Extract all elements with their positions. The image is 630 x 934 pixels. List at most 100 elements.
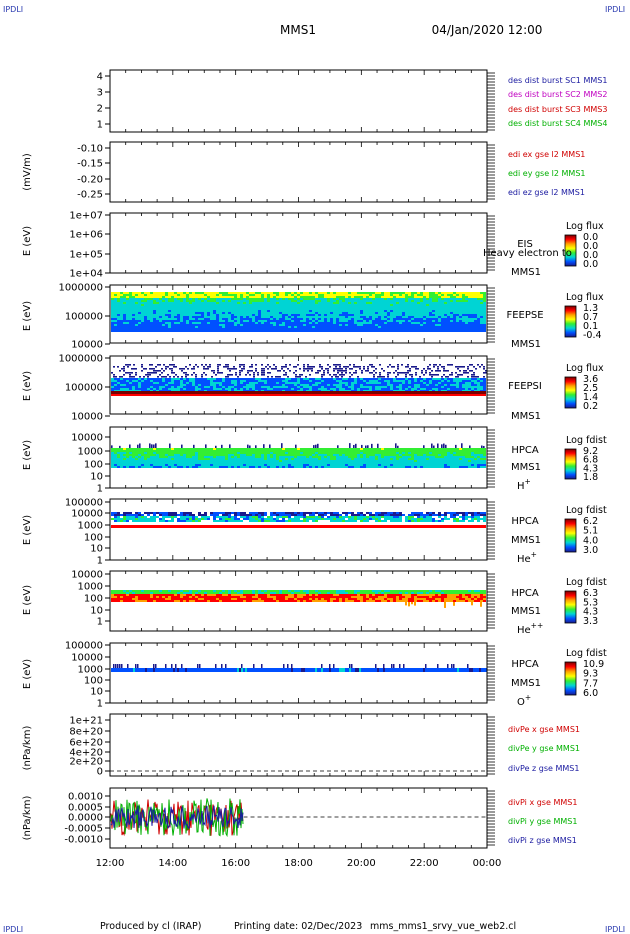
instrument-label: FEEPSE bbox=[506, 310, 543, 321]
species-label: He++ bbox=[517, 621, 543, 636]
spacecraft-label: MMS1 bbox=[511, 339, 541, 350]
legend-entry: divPi y gse MMS1 bbox=[508, 817, 577, 826]
colorbar-title: Log flux bbox=[566, 292, 604, 303]
legend-entry: edi ez gse l2 MMS1 bbox=[508, 188, 585, 197]
time-tick-label: 00:00 bbox=[473, 858, 502, 869]
colorbar-tick: 9.3 bbox=[583, 669, 598, 680]
ytick-label: 1 bbox=[97, 484, 103, 495]
ytick-label: 1000000 bbox=[58, 354, 103, 365]
legend-entry: des dist burst SC4 MMS4 bbox=[508, 119, 607, 128]
colorbar-title: Log fdist bbox=[566, 577, 607, 588]
y-axis-label: E (eV) bbox=[22, 226, 33, 256]
feeps-i-low-band bbox=[111, 391, 486, 394]
feeps-i-colorbar bbox=[564, 376, 577, 409]
feeps-i-red-band bbox=[111, 394, 486, 396]
ytick-label: 1000 bbox=[78, 447, 103, 458]
colorbar-tick: 0.1 bbox=[583, 321, 598, 332]
y-axis-label: E (eV) bbox=[22, 371, 33, 401]
colorbar-tick: 6.8 bbox=[583, 455, 598, 466]
time-axis: 12:00 14:00 16:00 18:00 20:00 22:00 00:00 bbox=[96, 858, 502, 869]
hpca-he2-right-ticks bbox=[487, 573, 495, 629]
hpca-o-time-ticks bbox=[109, 643, 488, 703]
hpca-he-right-ticks bbox=[487, 501, 495, 560]
colorbar-tick: 6.2 bbox=[583, 516, 598, 527]
spacecraft-label: MMS1 bbox=[511, 411, 541, 422]
colorbar-tick: 5.1 bbox=[583, 526, 598, 537]
hpca-he-red-band bbox=[111, 525, 486, 528]
colorbar-tick: 0.0 bbox=[583, 250, 598, 261]
ytick-label: 4 bbox=[97, 72, 103, 83]
feeps-e-time-ticks bbox=[109, 285, 488, 343]
ytick-label: -0.20 bbox=[77, 175, 103, 186]
eis-colorbar bbox=[564, 234, 577, 267]
colorbar-tick: 4.3 bbox=[583, 463, 598, 474]
feeps-e-right-ticks bbox=[487, 287, 495, 343]
colorbar-tick: -0.4 bbox=[583, 330, 602, 341]
species-label: He+ bbox=[517, 550, 537, 565]
colorbar-title: Log fdist bbox=[566, 648, 607, 659]
ytick-label: 10000 bbox=[71, 509, 103, 520]
legend-entry: divPe x gse MMS1 bbox=[508, 725, 580, 734]
ytick-label: -0.15 bbox=[77, 159, 103, 170]
instrument-label: HPCA bbox=[511, 588, 539, 599]
edi-e-right-ticks bbox=[487, 144, 495, 200]
corner-label-bottom-left: IPDLI bbox=[3, 925, 23, 934]
colorbar-tick: 4.0 bbox=[583, 535, 598, 546]
ytick-label: 10000 bbox=[71, 433, 103, 444]
ytick-label: 6e+20 bbox=[69, 738, 103, 749]
ytick-label: 1e+04 bbox=[69, 269, 103, 280]
ytick-label: 1e+05 bbox=[69, 250, 103, 261]
species-label: H+ bbox=[517, 477, 531, 492]
legend-entry: des dist burst SC2 MMS2 bbox=[508, 90, 607, 99]
divpi-time-ticks bbox=[109, 788, 488, 848]
colorbar-tick: 0.2 bbox=[583, 401, 598, 412]
colorbar-title: Log fdist bbox=[566, 435, 607, 446]
spacecraft-label: MMS1 bbox=[511, 678, 541, 689]
ytick-label: 2 bbox=[97, 104, 103, 115]
colorbar-title: Log flux bbox=[566, 221, 604, 232]
colorbar-tick: 1.8 bbox=[583, 472, 598, 483]
panel-feeps-e: 1000000 100000 10000 E (eV) Log flux1.30.70.… bbox=[22, 283, 604, 351]
colorbar-tick: 0.0 bbox=[583, 259, 598, 270]
y-axis-label: (nPa/km) bbox=[22, 726, 33, 771]
time-tick-label: 20:00 bbox=[347, 858, 376, 869]
des-dist-time-ticks bbox=[109, 70, 488, 132]
footer-printing-date: Printing date: 02/Dec/2023 bbox=[234, 921, 362, 932]
ytick-label: 10000 bbox=[71, 570, 103, 581]
feeps-e-colorbar bbox=[564, 305, 577, 338]
ytick-label: 2e+20 bbox=[69, 757, 103, 768]
spacecraft-label: MMS1 bbox=[511, 606, 541, 617]
colorbar-tick: 1.4 bbox=[583, 392, 598, 403]
ytick-label: 1 bbox=[97, 556, 103, 567]
feeps-e-spectrogram bbox=[111, 292, 486, 332]
ytick-label: -0.0005 bbox=[64, 824, 103, 835]
edi-e-time-ticks bbox=[109, 142, 488, 202]
ytick-label: 1e+21 bbox=[69, 716, 103, 727]
ytick-label: 1000 bbox=[78, 582, 103, 593]
feeps-i-spectrogram bbox=[111, 364, 487, 396]
legend-entry: divPi x gse MMS1 bbox=[508, 798, 577, 807]
time-tick-label: 22:00 bbox=[410, 858, 439, 869]
footer-produced-by: Produced by cl (IRAP) bbox=[100, 921, 201, 932]
hpca-o-right-ticks bbox=[487, 645, 495, 701]
y-axis-label: E (eV) bbox=[22, 515, 33, 545]
ytick-label: 10 bbox=[90, 544, 103, 555]
divpe-time-ticks bbox=[109, 714, 488, 776]
colorbar-tick: 5.3 bbox=[583, 597, 598, 608]
hpca-he-time-ticks bbox=[109, 499, 488, 560]
legend-entry: des dist burst SC1 MMS1 bbox=[508, 76, 607, 85]
ytick-label: 10 bbox=[90, 687, 103, 698]
colorbar-tick: 3.6 bbox=[583, 374, 598, 385]
colorbar-tick: 1.3 bbox=[583, 303, 598, 314]
ytick-label: 100000 bbox=[65, 498, 103, 509]
colorbar-tick: 0.0 bbox=[583, 232, 598, 243]
y-axis-label: (mV/m) bbox=[22, 153, 33, 191]
eis-time-ticks bbox=[109, 213, 488, 273]
ytick-label: 1000 bbox=[78, 521, 103, 532]
ytick-label: 100000 bbox=[65, 312, 103, 323]
colorbar-tick: 0.7 bbox=[583, 312, 598, 323]
